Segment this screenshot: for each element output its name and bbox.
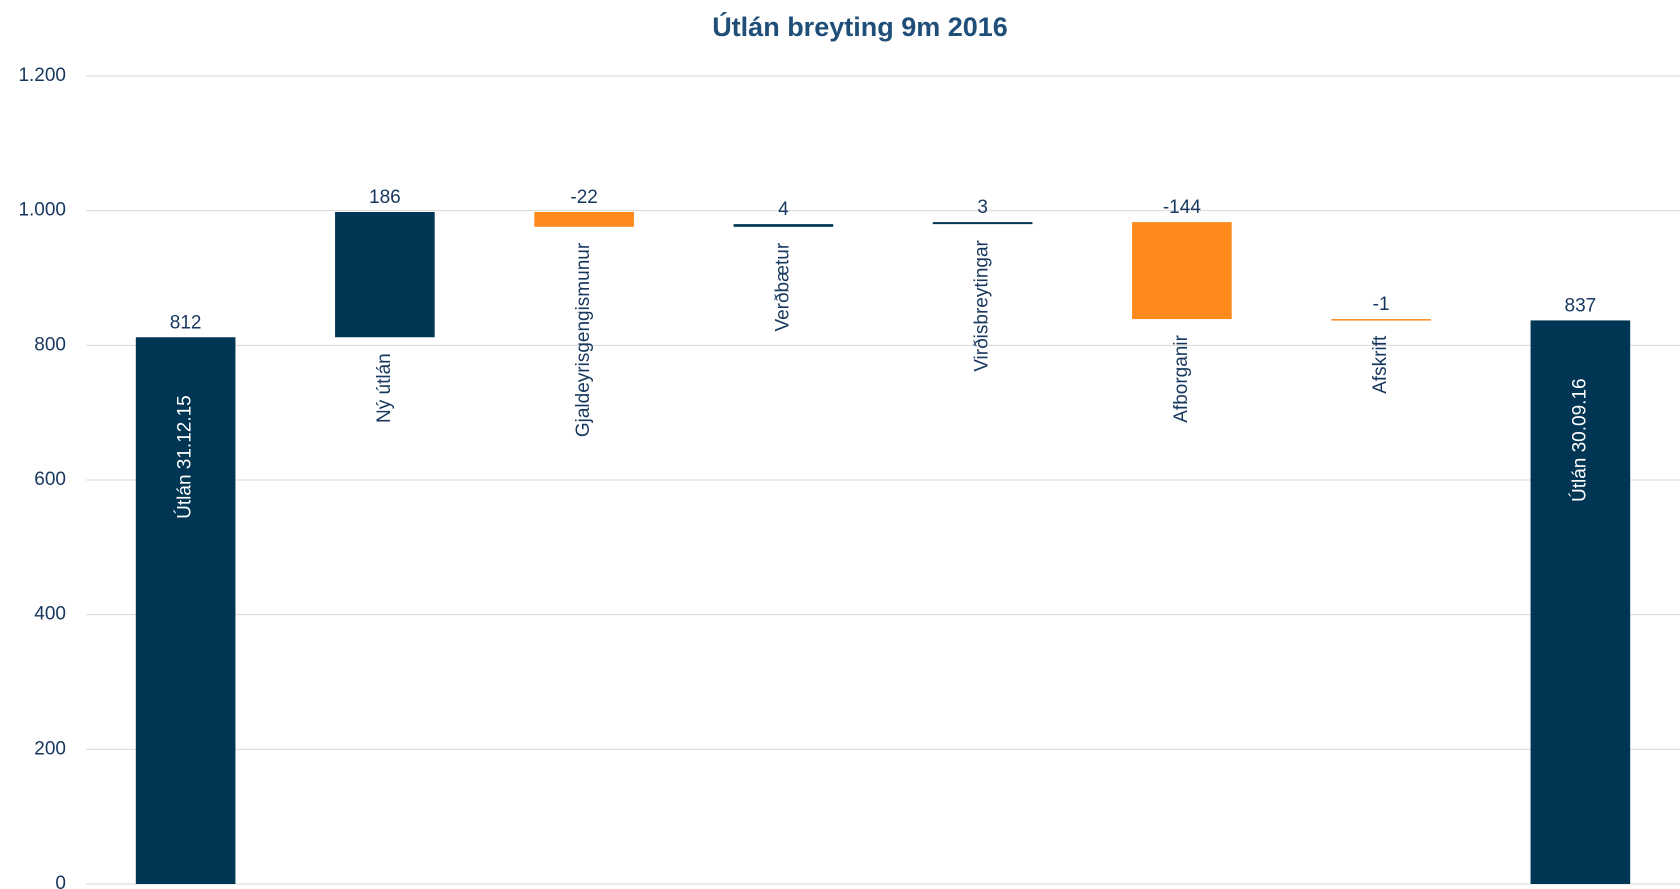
total-bar <box>135 337 236 885</box>
y-tick-label: 1.000 <box>18 200 66 221</box>
y-tick-label: 800 <box>34 334 66 355</box>
value-label: 837 <box>1565 295 1597 316</box>
y-tick-label: 1.200 <box>18 65 66 86</box>
value-label: -1 <box>1373 294 1390 315</box>
change-bar <box>1132 222 1232 320</box>
change-bar <box>335 212 435 338</box>
value-label: 4 <box>778 199 789 220</box>
y-tick-label: 200 <box>34 738 66 759</box>
category-label: Verðbætur <box>772 242 793 331</box>
change-bar <box>534 212 634 227</box>
value-label: 3 <box>977 197 988 218</box>
value-label: -144 <box>1163 197 1201 218</box>
change-bar <box>733 224 834 227</box>
value-label: 812 <box>170 312 202 333</box>
y-tick-label: 400 <box>34 604 66 625</box>
change-bar <box>932 222 1033 225</box>
chart-title: Útlán breyting 9m 2016 <box>712 11 1008 42</box>
category-label: Afborganir <box>1171 334 1192 422</box>
category-label: Gjaldeyrisgengismunur <box>573 242 594 437</box>
category-label: Afskrift <box>1370 335 1391 394</box>
category-label: Útlán 30.09.16 <box>1568 378 1590 502</box>
y-tick-label: 600 <box>34 469 66 490</box>
category-label: Virðisbreytingar <box>972 239 993 371</box>
y-tick-label: 0 <box>55 873 66 889</box>
category-label: Ný útlán <box>374 353 395 423</box>
total-bar <box>1530 320 1631 884</box>
category-label: Útlán 31.12.15 <box>174 395 196 519</box>
value-label: 186 <box>369 187 401 208</box>
value-label: -22 <box>570 187 597 208</box>
change-bar <box>1331 319 1431 321</box>
